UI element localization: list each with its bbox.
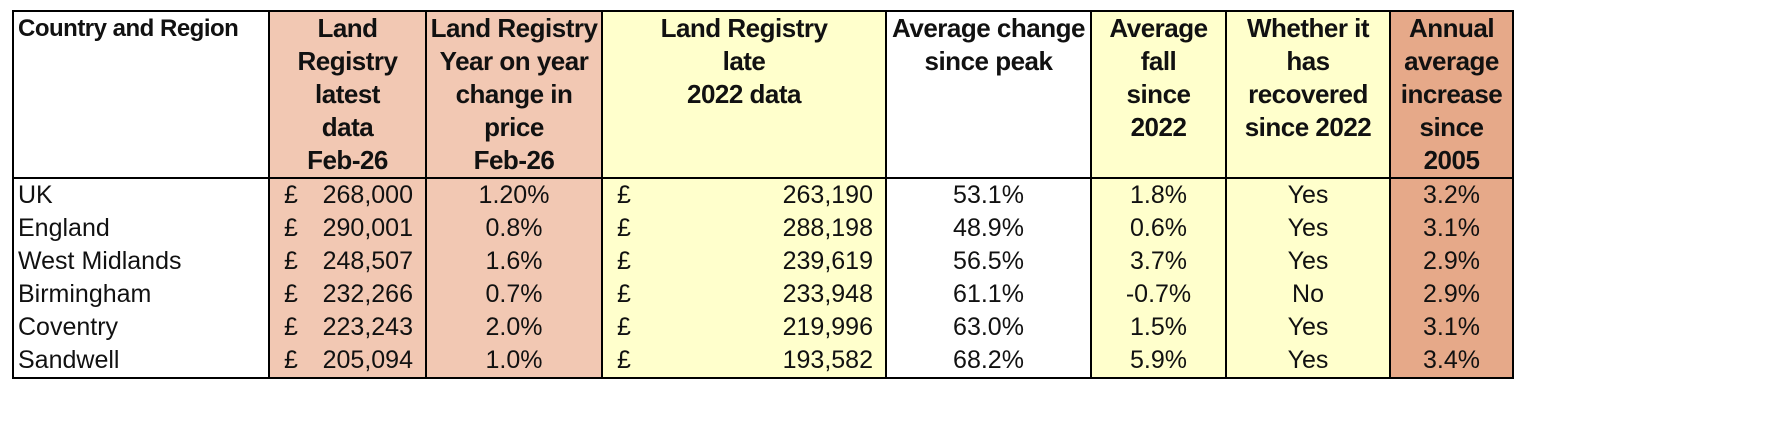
header-fall-since-2022: Average fall since 2022 <box>1090 11 1227 178</box>
header-latest: Land Registry latest data Feb-26 <box>268 11 427 178</box>
currency-symbol: £ <box>284 181 298 209</box>
amount: 263,190 <box>782 181 873 209</box>
cell-recovered: Yes <box>1225 212 1391 245</box>
cell-late-2022: £233,948 <box>601 278 887 311</box>
cell-region: West Midlands <box>12 245 270 278</box>
header-recovered: Whether it has recovered since 2022 <box>1225 11 1391 178</box>
cell-region: Sandwell <box>12 344 270 378</box>
amount: 268,000 <box>322 181 413 209</box>
currency-symbol: £ <box>284 346 298 374</box>
currency-symbol: £ <box>617 181 631 209</box>
cell-peak: 53.1% <box>885 178 1092 212</box>
cell-latest: £248,507 <box>268 245 427 278</box>
currency-symbol: £ <box>284 280 298 308</box>
header-annual-increase: Annual average increase since 2005 <box>1389 11 1514 178</box>
cell-fall: 1.5% <box>1090 311 1227 344</box>
cell-recovered: Yes <box>1225 178 1391 212</box>
cell-recovered: Yes <box>1225 311 1391 344</box>
amount: 193,582 <box>782 346 873 374</box>
amount: 232,266 <box>322 280 413 308</box>
cell-latest: £223,243 <box>268 311 427 344</box>
cell-yoy: 1.6% <box>425 245 603 278</box>
table-row: Birmingham £232,266 0.7% £233,948 61.1% … <box>12 278 1514 311</box>
cell-peak: 48.9% <box>885 212 1092 245</box>
header-change-since-peak: Average change since peak <box>885 11 1092 178</box>
cell-yoy: 0.8% <box>425 212 603 245</box>
cell-recovered: Yes <box>1225 245 1391 278</box>
house-price-table: Country and Region Land Registry latest … <box>12 10 1514 379</box>
amount: 239,619 <box>782 247 873 275</box>
currency-symbol: £ <box>284 313 298 341</box>
table-row: Coventry £223,243 2.0% £219,996 63.0% 1.… <box>12 311 1514 344</box>
amount: 233,948 <box>782 280 873 308</box>
cell-annual: 3.2% <box>1389 178 1514 212</box>
cell-region: Coventry <box>12 311 270 344</box>
cell-annual: 2.9% <box>1389 245 1514 278</box>
amount: 290,001 <box>322 214 413 242</box>
cell-yoy: 1.0% <box>425 344 603 378</box>
cell-yoy: 0.7% <box>425 278 603 311</box>
cell-fall: 5.9% <box>1090 344 1227 378</box>
cell-fall: 1.8% <box>1090 178 1227 212</box>
cell-late-2022: £219,996 <box>601 311 887 344</box>
cell-annual: 3.1% <box>1389 311 1514 344</box>
currency-symbol: £ <box>617 346 631 374</box>
cell-late-2022: £288,198 <box>601 212 887 245</box>
cell-peak: 68.2% <box>885 344 1092 378</box>
currency-symbol: £ <box>617 280 631 308</box>
cell-yoy: 2.0% <box>425 311 603 344</box>
amount: 219,996 <box>782 313 873 341</box>
header-late-2022: Land Registry late 2022 data <box>601 11 887 178</box>
amount: 205,094 <box>322 346 413 374</box>
header-row: Country and Region Land Registry latest … <box>12 11 1514 178</box>
amount: 248,507 <box>322 247 413 275</box>
cell-latest: £268,000 <box>268 178 427 212</box>
amount: 223,243 <box>322 313 413 341</box>
cell-fall: -0.7% <box>1090 278 1227 311</box>
cell-peak: 56.5% <box>885 245 1092 278</box>
cell-annual: 3.1% <box>1389 212 1514 245</box>
table-row: Sandwell £205,094 1.0% £193,582 68.2% 5.… <box>12 344 1514 378</box>
cell-late-2022: £263,190 <box>601 178 887 212</box>
currency-symbol: £ <box>617 247 631 275</box>
cell-latest: £205,094 <box>268 344 427 378</box>
cell-recovered: No <box>1225 278 1391 311</box>
currency-symbol: £ <box>617 313 631 341</box>
amount: 288,198 <box>782 214 873 242</box>
cell-latest: £290,001 <box>268 212 427 245</box>
cell-annual: 2.9% <box>1389 278 1514 311</box>
table-row: UK £268,000 1.20% £263,190 53.1% 1.8% Ye… <box>12 178 1514 212</box>
cell-region: UK <box>12 178 270 212</box>
cell-late-2022: £239,619 <box>601 245 887 278</box>
cell-late-2022: £193,582 <box>601 344 887 378</box>
cell-fall: 0.6% <box>1090 212 1227 245</box>
currency-symbol: £ <box>617 214 631 242</box>
cell-annual: 3.4% <box>1389 344 1514 378</box>
cell-peak: 61.1% <box>885 278 1092 311</box>
cell-peak: 63.0% <box>885 311 1092 344</box>
header-yoy: Land Registry Year on year change in pri… <box>425 11 603 178</box>
cell-yoy: 1.20% <box>425 178 603 212</box>
cell-fall: 3.7% <box>1090 245 1227 278</box>
cell-region: England <box>12 212 270 245</box>
cell-latest: £232,266 <box>268 278 427 311</box>
table-row: West Midlands £248,507 1.6% £239,619 56.… <box>12 245 1514 278</box>
header-region: Country and Region <box>12 11 270 178</box>
cell-recovered: Yes <box>1225 344 1391 378</box>
cell-region: Birmingham <box>12 278 270 311</box>
currency-symbol: £ <box>284 247 298 275</box>
table-row: England £290,001 0.8% £288,198 48.9% 0.6… <box>12 212 1514 245</box>
currency-symbol: £ <box>284 214 298 242</box>
